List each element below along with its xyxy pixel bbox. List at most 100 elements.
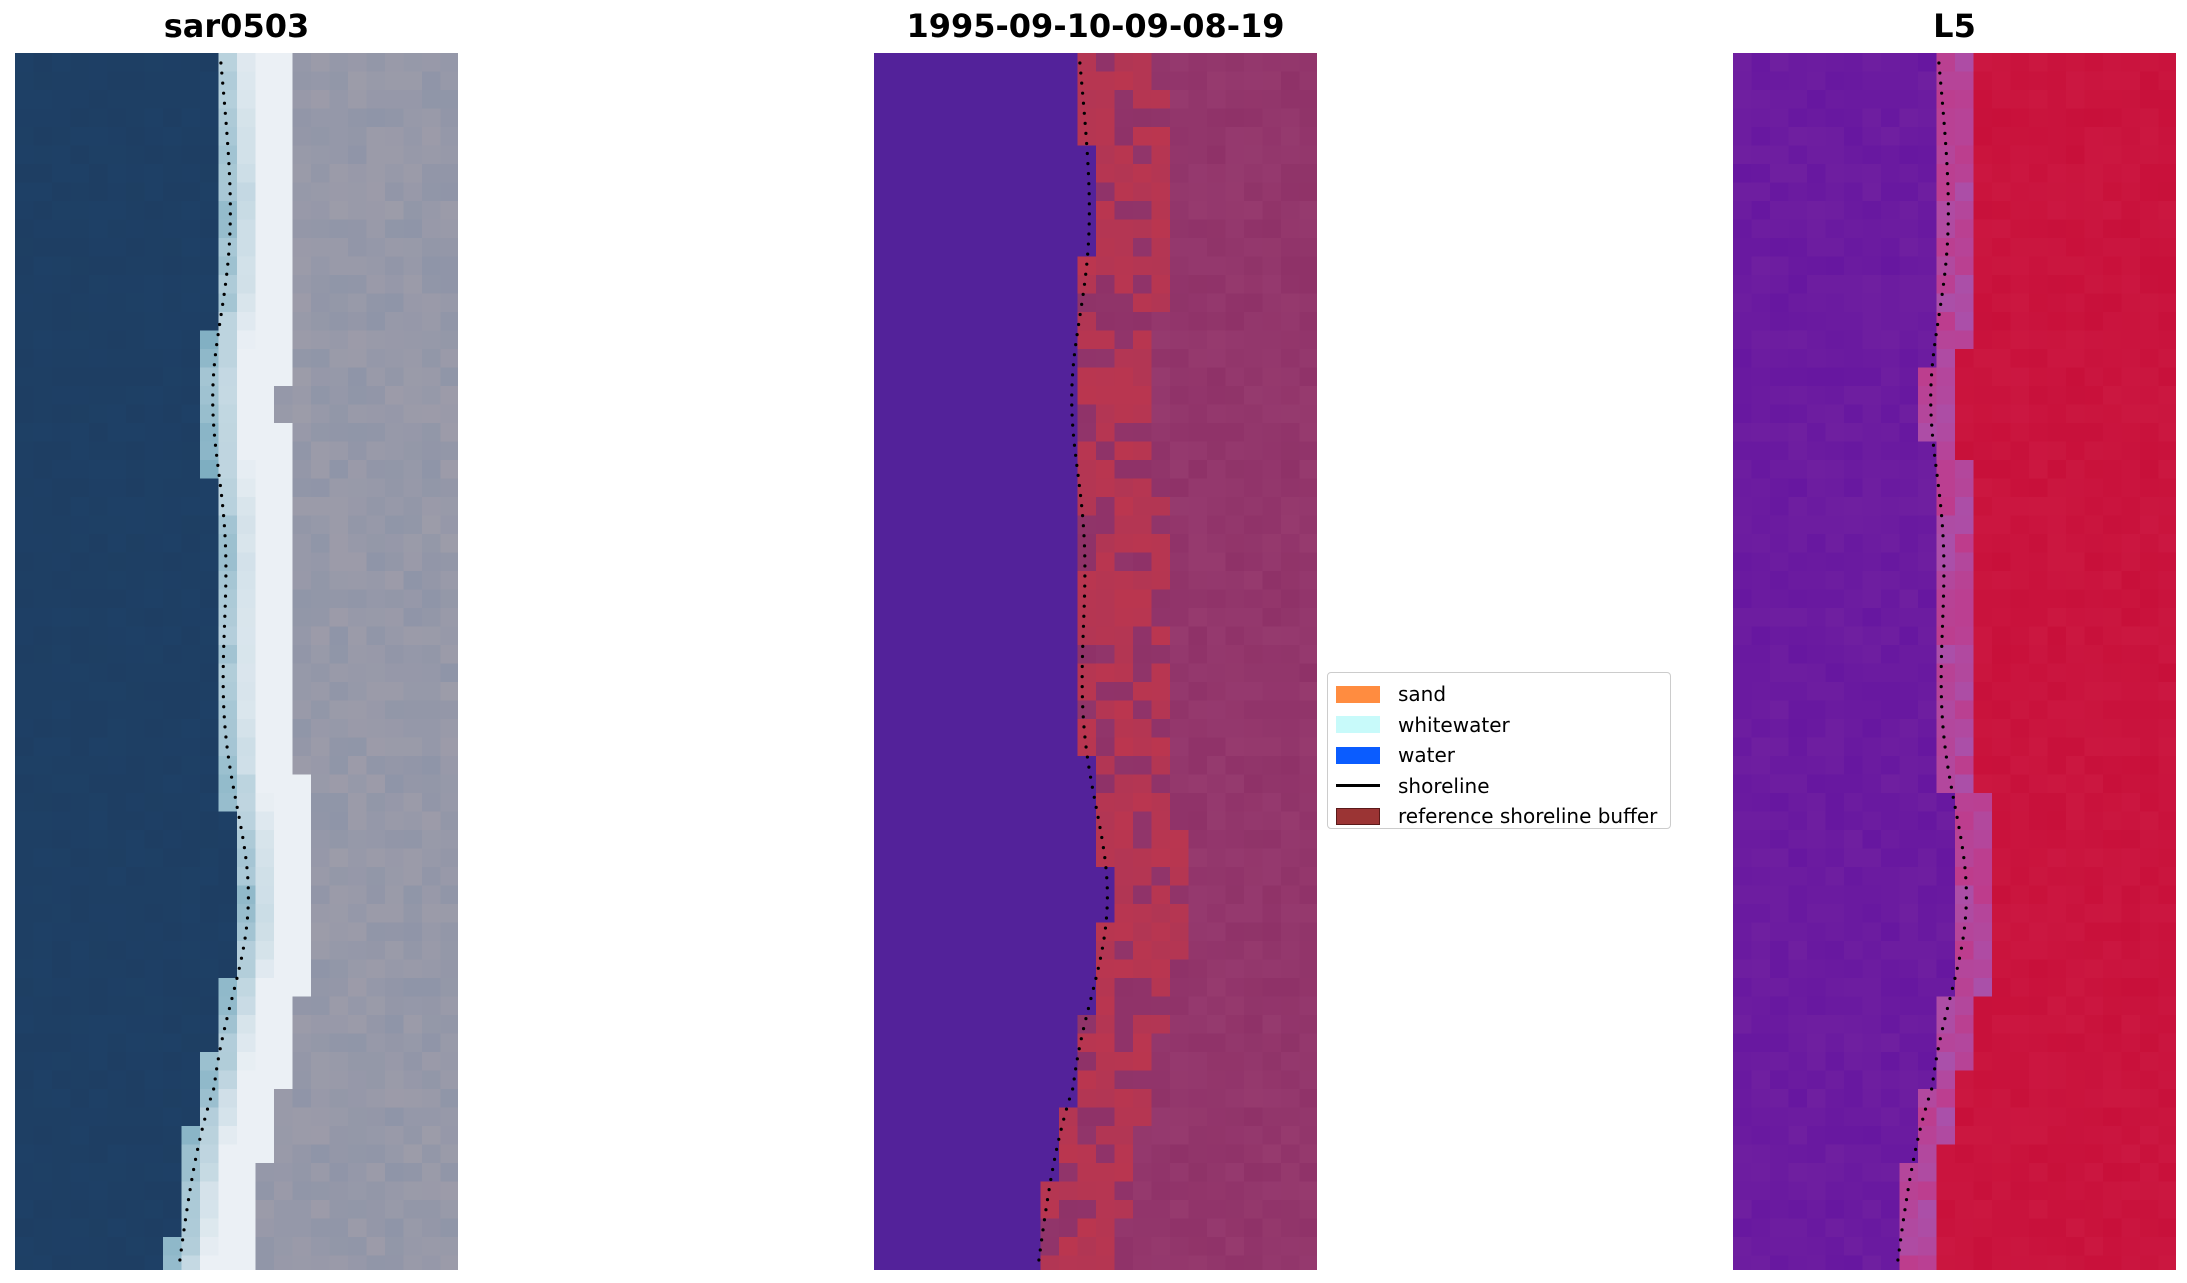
raster-cell (237, 164, 257, 184)
raster-cell (2010, 1237, 2030, 1257)
shoreline-point (1104, 916, 1109, 920)
raster-cell (181, 497, 201, 517)
raster-cell (366, 1052, 386, 1072)
raster-cell (1151, 1218, 1171, 1238)
shoreline-point (230, 996, 234, 1001)
raster-cell (329, 1255, 349, 1270)
raster-cell (1844, 275, 1864, 295)
raster-cell (33, 256, 53, 276)
raster-cell (255, 1107, 275, 1127)
raster-cell (70, 885, 90, 905)
raster-cell (966, 1126, 986, 1146)
raster-cell (1881, 1255, 1901, 1270)
raster-cell (1059, 108, 1079, 128)
raster-cell (163, 922, 183, 942)
raster-cell (1899, 460, 1919, 480)
raster-cell (1225, 922, 1245, 942)
raster-cell (1788, 441, 1808, 461)
raster-cell (274, 1181, 294, 1201)
raster-cell (1244, 1107, 1264, 1127)
raster-cell (2029, 145, 2049, 165)
raster-cell (2047, 1052, 2067, 1072)
raster-cell (2010, 1089, 2030, 1109)
raster-cell (874, 219, 894, 239)
raster-cell (911, 848, 931, 868)
raster-cell (929, 497, 949, 517)
raster-cell (1918, 663, 1938, 683)
shoreline-point (227, 172, 232, 176)
raster-cell (52, 441, 72, 461)
raster-cell (1973, 1237, 1993, 1257)
raster-cell (311, 719, 331, 739)
raster-cell (1862, 367, 1882, 387)
raster-cell (2140, 441, 2160, 461)
raster-cell (1207, 1255, 1227, 1270)
raster-cell (403, 589, 423, 609)
raster-cell (1114, 256, 1134, 276)
raster-cell (929, 515, 949, 535)
raster-cell (348, 682, 368, 702)
raster-cell (1022, 1070, 1042, 1090)
raster-cell (200, 1107, 220, 1127)
raster-cell (1077, 1144, 1097, 1164)
raster-cell (1096, 978, 1116, 998)
raster-cell (33, 848, 53, 868)
raster-cell (2084, 367, 2104, 387)
raster-cell (144, 386, 164, 406)
raster-cell (2121, 275, 2141, 295)
raster-cell (2121, 1181, 2141, 1201)
raster-cell (1899, 608, 1919, 628)
raster-cell (33, 1052, 53, 1072)
raster-cell (2103, 534, 2123, 554)
raster-cell (2158, 1163, 2176, 1183)
raster-cell (2029, 201, 2049, 221)
raster-cell (2103, 589, 2123, 609)
raster-cell (1096, 515, 1116, 535)
raster-cell (1244, 1255, 1264, 1270)
raster-cell (2010, 386, 2030, 406)
raster-cell (1281, 737, 1301, 757)
raster-cell (1022, 885, 1042, 905)
raster-cell (1207, 589, 1227, 609)
raster-cell (2121, 201, 2141, 221)
raster-cell (200, 1015, 220, 1035)
raster-cell (948, 774, 968, 794)
raster-cell (911, 53, 931, 73)
raster-cell (1003, 996, 1023, 1016)
raster-cell (403, 885, 423, 905)
raster-cell (2029, 1070, 2049, 1090)
shoreline-point (1070, 393, 1074, 397)
raster-cell (2010, 367, 2030, 387)
raster-cell (33, 423, 53, 443)
raster-cell (2158, 1218, 2176, 1238)
raster-cell (1133, 959, 1153, 979)
raster-cell (218, 478, 238, 498)
raster-cell (1807, 404, 1827, 424)
raster-cell (255, 867, 275, 887)
raster-cell (237, 386, 257, 406)
raster-cell (1936, 645, 1956, 665)
raster-cell (1096, 1107, 1116, 1127)
raster-cell (1170, 515, 1190, 535)
raster-cell (1881, 867, 1901, 887)
raster-cell (1881, 108, 1901, 128)
raster-cell (1188, 1200, 1208, 1220)
raster-cell (1992, 201, 2012, 221)
raster-cell (2047, 626, 2067, 646)
raster-cell (218, 1200, 238, 1220)
raster-cell (1133, 626, 1153, 646)
raster-cell (1862, 626, 1882, 646)
raster-cell (1262, 904, 1282, 924)
raster-cell (966, 793, 986, 813)
raster-cell (1936, 552, 1956, 572)
raster-cell (1899, 1052, 1919, 1072)
raster-cell (200, 312, 220, 332)
raster-cell (1973, 959, 1993, 979)
raster-cell (348, 811, 368, 831)
raster-cell (1899, 978, 1919, 998)
raster-cell (2066, 663, 2086, 683)
raster-cell (1040, 497, 1060, 517)
raster-cell (1244, 571, 1264, 591)
raster-cell (107, 1200, 127, 1220)
raster-cell (985, 386, 1005, 406)
